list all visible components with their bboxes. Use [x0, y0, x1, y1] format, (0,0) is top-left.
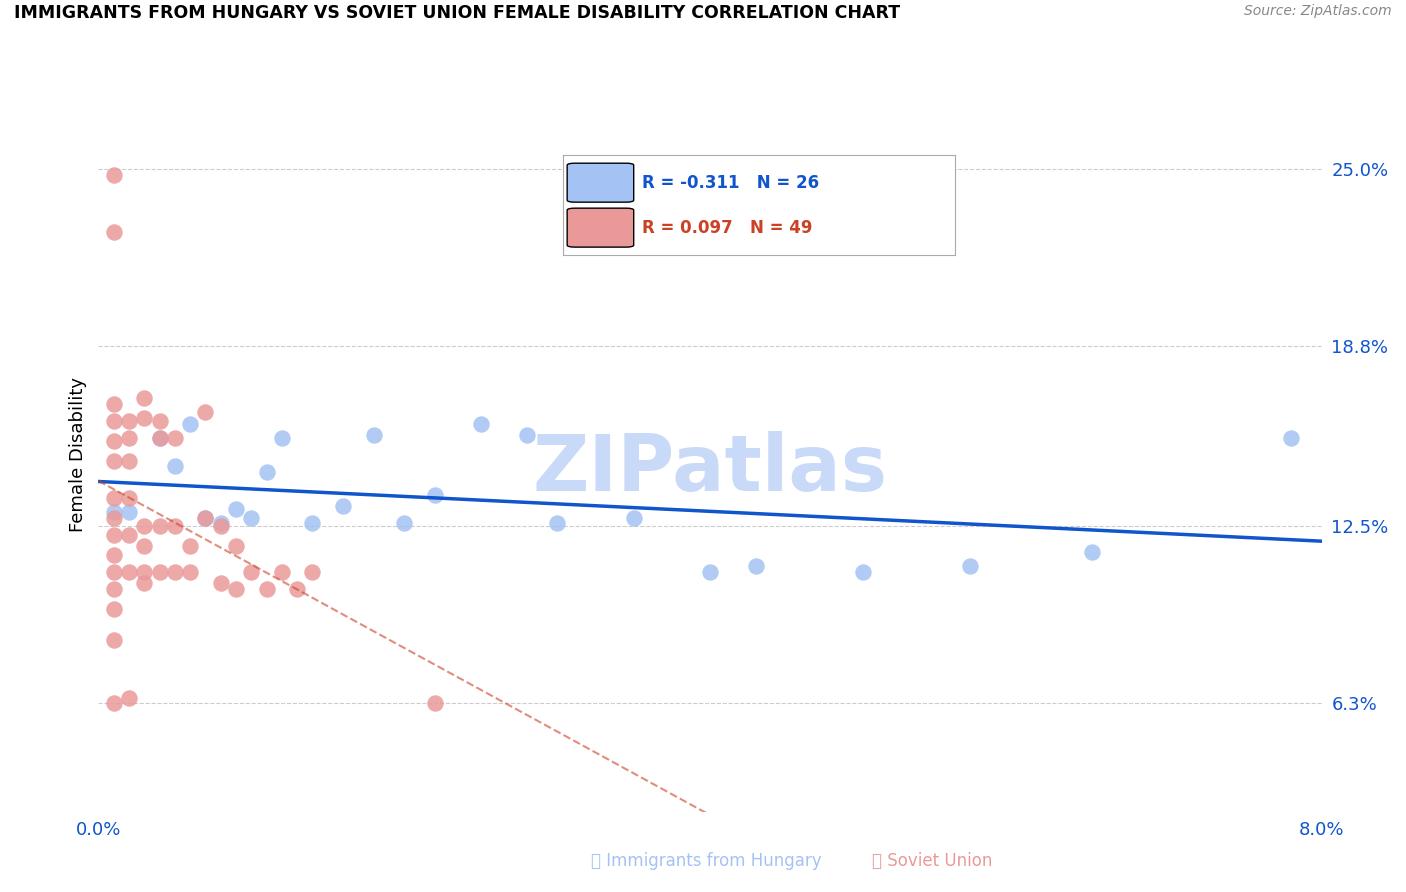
Text: R = -0.311   N = 26: R = -0.311 N = 26 — [641, 174, 818, 192]
Point — [179, 565, 201, 579]
Point — [134, 410, 156, 425]
Point — [209, 576, 232, 591]
Text: ⬛ Soviet Union: ⬛ Soviet Union — [872, 852, 993, 870]
Point — [118, 453, 141, 467]
Y-axis label: Female Disability: Female Disability — [69, 377, 87, 533]
Point — [194, 405, 217, 419]
Text: ⬛ Immigrants from Hungary: ⬛ Immigrants from Hungary — [591, 852, 821, 870]
Point — [256, 465, 278, 479]
Point — [163, 431, 186, 445]
Point — [209, 516, 232, 531]
Point — [179, 539, 201, 553]
Point — [852, 565, 875, 579]
Point — [363, 428, 385, 442]
Point — [301, 565, 323, 579]
Point — [163, 565, 186, 579]
Point — [745, 559, 768, 574]
Point — [103, 548, 125, 562]
Point — [103, 434, 125, 448]
Point — [103, 633, 125, 648]
Point — [699, 565, 721, 579]
Point — [163, 459, 186, 474]
Point — [103, 528, 125, 542]
Point — [149, 519, 172, 533]
Point — [1081, 545, 1104, 559]
Point — [118, 414, 141, 428]
FancyBboxPatch shape — [567, 208, 634, 247]
Point — [118, 431, 141, 445]
Point — [103, 414, 125, 428]
Point — [103, 453, 125, 467]
Point — [103, 396, 125, 410]
Point — [270, 565, 294, 579]
Point — [194, 510, 217, 524]
Point — [118, 690, 141, 705]
Point — [546, 516, 568, 531]
Point — [423, 696, 446, 710]
Point — [103, 582, 125, 596]
Point — [149, 565, 172, 579]
Point — [285, 582, 308, 596]
Point — [623, 510, 645, 524]
Point — [103, 505, 125, 519]
Point — [256, 582, 278, 596]
Point — [149, 414, 172, 428]
Point — [225, 539, 247, 553]
Point — [423, 488, 446, 502]
Point — [225, 582, 247, 596]
Point — [118, 491, 141, 505]
Point — [470, 417, 492, 431]
Point — [118, 505, 141, 519]
Point — [103, 565, 125, 579]
Point — [392, 516, 416, 531]
Point — [163, 519, 186, 533]
Text: R = 0.097   N = 49: R = 0.097 N = 49 — [641, 219, 813, 236]
Point — [149, 431, 172, 445]
Point — [225, 502, 247, 516]
Point — [103, 491, 125, 505]
Point — [103, 510, 125, 524]
Text: Source: ZipAtlas.com: Source: ZipAtlas.com — [1244, 4, 1392, 19]
Point — [179, 417, 201, 431]
Point — [209, 519, 232, 533]
Point — [959, 559, 981, 574]
Point — [149, 431, 172, 445]
Point — [516, 428, 538, 442]
Point — [270, 431, 294, 445]
Point — [134, 565, 156, 579]
Point — [332, 500, 354, 514]
Point — [103, 602, 125, 616]
Point — [134, 539, 156, 553]
Point — [1279, 431, 1302, 445]
Point — [118, 528, 141, 542]
Point — [118, 565, 141, 579]
Point — [240, 565, 263, 579]
Point — [103, 225, 125, 239]
Text: ZIPatlas: ZIPatlas — [533, 431, 887, 508]
Point — [103, 168, 125, 182]
Point — [134, 576, 156, 591]
Point — [134, 391, 156, 405]
Point — [240, 510, 263, 524]
Point — [134, 519, 156, 533]
Text: IMMIGRANTS FROM HUNGARY VS SOVIET UNION FEMALE DISABILITY CORRELATION CHART: IMMIGRANTS FROM HUNGARY VS SOVIET UNION … — [14, 4, 900, 22]
Point — [194, 510, 217, 524]
Point — [301, 516, 323, 531]
Point — [103, 696, 125, 710]
FancyBboxPatch shape — [567, 163, 634, 202]
